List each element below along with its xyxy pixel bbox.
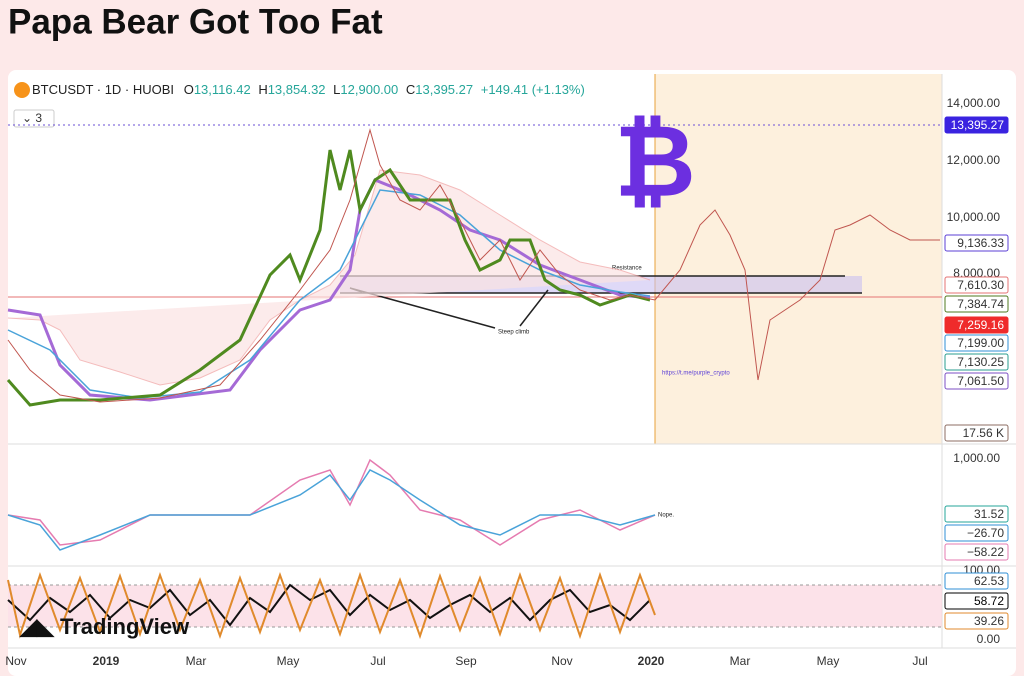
macd-signal (7, 458, 656, 546)
price-tag (944, 116, 1009, 134)
time-label: May (817, 654, 840, 668)
stoch-line (7, 583, 651, 627)
symbol: BTCUSDT · 1D · HUOBI (32, 82, 174, 97)
price-tag (944, 592, 1009, 610)
price-tag (944, 543, 1009, 561)
time-label: 2020 (638, 654, 665, 668)
cloud (7, 169, 651, 386)
price-tag-label: 39.26 (974, 614, 1004, 628)
time-label: Jul (370, 654, 385, 668)
price-tag-label: 7,061.50 (957, 374, 1004, 388)
watermark: ◢◣ TradingView (19, 614, 190, 639)
time-label: Nov (5, 654, 26, 668)
price-tag-label: −26.70 (967, 526, 1004, 540)
price-tag (944, 353, 1009, 371)
trend-line (6, 149, 651, 407)
price-tag-label: 7,384.74 (957, 297, 1004, 311)
time-label: Mar (730, 654, 751, 668)
time-label: Sep (455, 654, 477, 668)
indicator-count-value[interactable]: 3 (35, 111, 42, 125)
price-tag-label: 7,130.25 (957, 355, 1004, 369)
price-tag (944, 316, 1009, 334)
axis-label: 10,000.00 (947, 210, 1001, 224)
price-tag (944, 276, 1009, 294)
symbol-icon (14, 82, 30, 98)
time-label: 2019 (93, 654, 120, 668)
price-tag-label: 7,259.16 (957, 318, 1004, 332)
time-label: Nov (551, 654, 572, 668)
annotation: https://t.me/purple_crypto (662, 371, 730, 377)
price-tag (944, 524, 1009, 542)
time-label: Mar (186, 654, 207, 668)
price-tag (944, 612, 1009, 630)
price-tag-label: 9,136.33 (957, 236, 1004, 250)
time-label: Jul (912, 654, 927, 668)
annotation: Nope. (658, 513, 674, 519)
ohlc-label: O (184, 82, 194, 97)
price-tag (944, 424, 1009, 442)
price-tag-label: 13,395.27 (951, 118, 1005, 132)
price-tag-label: 31.52 (974, 507, 1004, 521)
time-label: May (277, 654, 300, 668)
price-series (7, 128, 940, 403)
ohlc-value: 13,395.27 (415, 82, 473, 97)
price-tag (944, 372, 1009, 390)
price-tag-label: 7,199.00 (957, 336, 1004, 350)
price-tag-label: 58.72 (974, 594, 1004, 608)
price-tag (944, 334, 1009, 352)
highlight-range (655, 74, 942, 444)
indicator-count[interactable]: ⌄ 3 (22, 111, 42, 125)
price-tag (944, 505, 1009, 523)
ohlc-value: 13,854.32 (268, 82, 326, 97)
page-title: Papa Bear Got Too Fat (8, 2, 383, 41)
header-legend: BTCUSDT · 1D · HUOBI O13,116.42 H13,854.… (32, 82, 585, 97)
price-tag (944, 572, 1009, 590)
bitcoin-logo: ₿ (614, 105, 696, 217)
price-tag (944, 234, 1009, 252)
price-tag-label: 62.53 (974, 574, 1004, 588)
watermark-text: TradingView (60, 614, 190, 639)
axes: 14,000.0012,000.0010,000.008,000.001,000… (5, 96, 1009, 668)
axis-label: 12,000.00 (947, 153, 1001, 167)
axis-label: 1,000.00 (953, 451, 1000, 465)
annotation: Steep climb (498, 330, 530, 336)
price-tag-label: 17.56 K (963, 426, 1004, 440)
ohlc-value: 12,900.00 (340, 82, 398, 97)
price-tag-label: 7,610.30 (957, 278, 1004, 292)
ohlc-label: L (333, 82, 340, 97)
stoch-k (7, 571, 656, 640)
axis-label: 0.00 (977, 632, 1001, 646)
annotation: Resistance (612, 266, 642, 272)
axis-label: 14,000.00 (947, 96, 1001, 110)
moving-average (7, 189, 651, 399)
ohlc-label: C (406, 82, 415, 97)
arrow (519, 289, 549, 327)
macd-line (7, 469, 656, 551)
change: +149.41 (+1.13%) (481, 82, 585, 97)
price-tag-label: −58.22 (967, 545, 1004, 559)
price-tag (944, 295, 1009, 313)
ohlc-value: 13,116.42 (194, 82, 251, 97)
ohlc-label: H (258, 82, 267, 97)
indicator-toggle[interactable] (13, 109, 55, 128)
